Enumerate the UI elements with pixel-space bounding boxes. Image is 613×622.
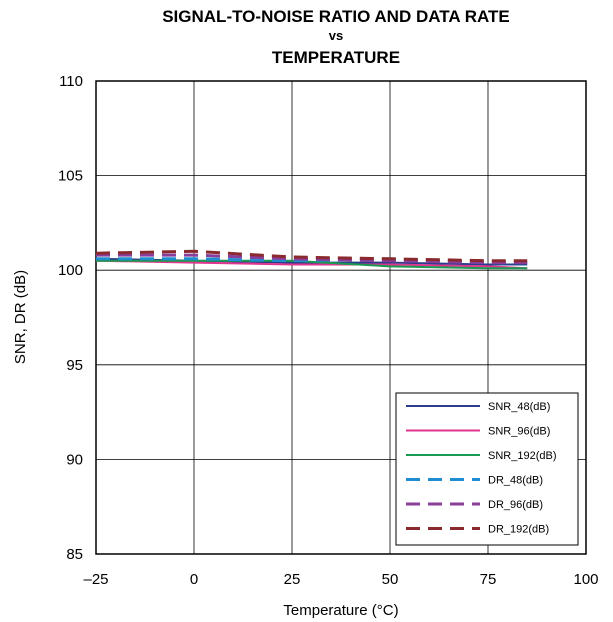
x-tick-label: 0 xyxy=(190,571,198,588)
y-tick-label: 100 xyxy=(58,262,83,279)
x-tick-labels: –25 0 25 50 75 100 xyxy=(83,571,598,588)
y-tick-label: 110 xyxy=(59,73,83,90)
legend-entry-label: DR_96(dB) xyxy=(488,499,543,511)
y-tick-labels: 85 90 95 100 105 110 xyxy=(58,73,83,563)
plot-area xyxy=(95,80,587,555)
x-tick-label: 75 xyxy=(480,571,497,588)
legend-entry-label: SNR_96(dB) xyxy=(488,426,550,438)
x-tick-label: –25 xyxy=(83,571,108,588)
y-tick-label: 90 xyxy=(66,451,83,468)
chart-title: SIGNAL-TO-NOISE RATIO AND DATA RATE vs T… xyxy=(162,7,510,67)
y-axis-label: SNR, DR (dB) xyxy=(12,270,29,364)
legend-entry-label: SNR_48(dB) xyxy=(488,401,550,413)
y-tick-label: 95 xyxy=(66,357,83,374)
x-tick-label: 25 xyxy=(284,571,301,588)
title-line-3: TEMPERATURE xyxy=(272,48,400,67)
series-line-dr-96-db xyxy=(96,253,528,265)
x-tick-label: 100 xyxy=(573,571,598,588)
legend-entry-label: DR_48(dB) xyxy=(488,475,543,487)
title-line-2: vs xyxy=(329,28,343,43)
y-tick-label: 85 xyxy=(66,546,83,563)
series-line-snr-192-db xyxy=(96,259,528,270)
legend: SNR_48(dB) SNR_96(dB) SNR_192(dB) DR_48(dB)… xyxy=(395,392,579,546)
legend-entry-label: DR_192(dB) xyxy=(488,524,549,536)
x-axis-label: Temperature (°C) xyxy=(283,602,398,619)
series-lines xyxy=(95,249,528,270)
legend-entry-label: SNR_192(dB) xyxy=(488,450,556,462)
x-tick-label: 50 xyxy=(382,571,399,588)
title-line-1: SIGNAL-TO-NOISE RATIO AND DATA RATE xyxy=(162,7,510,26)
y-tick-label: 105 xyxy=(58,168,83,185)
legend-box xyxy=(395,392,579,546)
series-line-dr-192-db xyxy=(95,249,528,263)
